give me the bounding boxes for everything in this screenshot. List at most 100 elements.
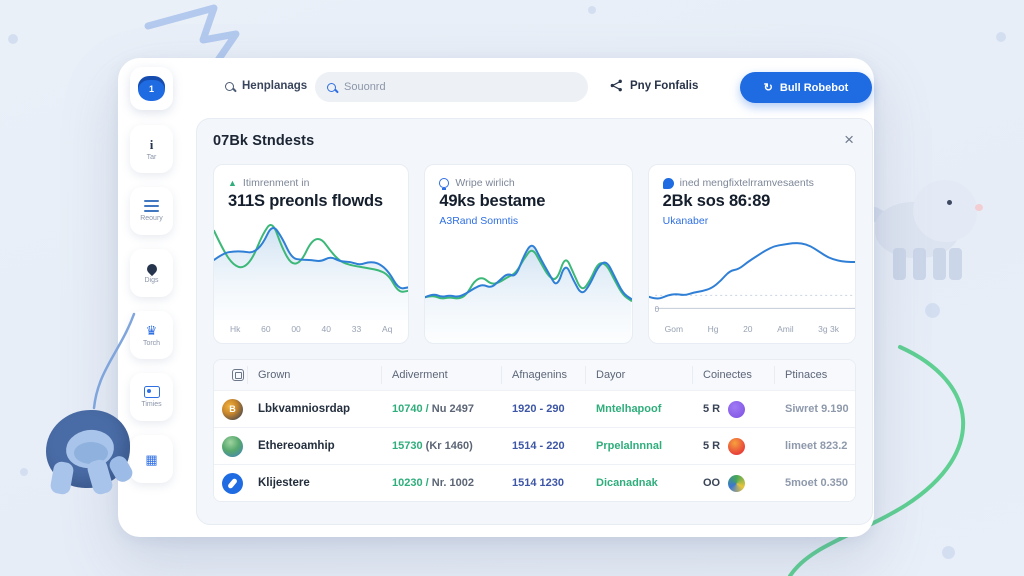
refresh-button[interactable]: ↻ Bull Robebot [740,72,872,103]
asset-name: Klijestere [258,477,310,489]
coin-count: OO [703,477,721,489]
monkey-mascot [44,400,140,502]
card-value: 2Bk sos 86:89 [662,192,771,210]
decor-dot [925,303,940,318]
coin-badge-icon [728,400,746,418]
share-label: Pny Fonfalis [630,79,699,92]
select-all-icon[interactable] [232,369,244,381]
app-logo[interactable]: 1 [130,67,173,110]
decor-dot [942,546,955,559]
eth-coin-icon [222,435,243,457]
table-row[interactable]: Ethereoamhip 15730 (Kr 1460) 1514 - 220 … [214,427,855,464]
stat-card-flows: ▲ Itimrenment in 311S preonls flowds Hk 6… [213,164,410,344]
pie-icon [662,177,674,189]
adv-value: 10230 / [392,477,429,489]
amount-value: 1514 1230 [512,477,564,489]
info-icon: i [149,136,154,152]
sidebar-item-timies[interactable]: Timies [130,373,173,421]
close-icon[interactable]: × [844,130,854,149]
card-link[interactable]: Ukanaber [662,215,709,227]
card-label: Itimrenment in [242,177,310,189]
stats-panel: 07Bk Stndests × ▲ Itimrenment in 311S pr… [196,118,873,525]
amount-value: 1920 - 290 [512,403,565,415]
sidebar-item-label: Tar [146,153,157,161]
card-label: Wripe wirlich [455,177,515,189]
price-value: limeet 823.2 [785,440,848,452]
sparkline-chart [214,217,409,320]
column-header[interactable]: Grown [248,366,382,384]
image-icon [143,386,160,398]
sidebar-item-label: Torch [142,339,161,347]
sidebar-item-label: Timies [141,401,162,408]
refresh-icon: ↻ [763,82,773,94]
dayor-value: Prpelalnnnal [596,440,663,452]
sidebar-item-reoury[interactable]: Reoury [130,187,173,235]
coin-count: 5 R [703,440,721,452]
decor-dot [996,32,1006,42]
sidebar-item-torch[interactable]: ♛ Torch [130,311,173,359]
btc-coin-icon: B [222,398,243,420]
menu-icon [144,199,159,213]
qr-icon: ▦ [145,451,158,467]
stat-cards: ▲ Itimrenment in 311S preonls flowds Hk 6… [213,164,856,344]
adv-value: 10740 / [392,403,429,415]
pin-icon [144,261,159,277]
share-icon [610,79,622,92]
column-header[interactable]: Afnagenins [502,366,586,384]
trend-up-icon: ▲ [228,177,237,188]
x-axis-ticks: Gom Hg 20 Amil 3g 3k [664,324,839,334]
search-input[interactable] [344,81,544,93]
price-value: Siwret 9.190 [785,403,849,415]
table-row[interactable]: Klijestere 10230 / Nr. 1002 1514 1230 Di… [214,464,855,501]
dayor-value: Mntelhapoof [596,403,662,415]
sparkline-chart [425,233,632,343]
x-axis-ticks: Hk 60 00 40 33 Aq [230,324,393,334]
line-chart: 0 [649,233,855,320]
dashboard-window: 1 Henplanags Pny Fonfalis ↻ Bull Robebot… [118,58,874,537]
nav-search-label[interactable]: Henplanags [225,80,307,92]
card-value: 49ks bestame [439,192,546,210]
decor-dot [20,468,28,476]
stat-card-bestame: Wripe wirlich 49ks bestame A3Rand Somnti… [424,164,633,344]
coin-badge-icon [728,474,746,492]
phone-coin-icon [222,472,243,494]
adv-value: 15730 [392,440,423,452]
search-icon [225,81,234,91]
decor-dot [8,34,18,44]
card-label: ined mengfixtelrramvesaents [679,177,814,189]
search-bar[interactable] [315,72,588,102]
panel-title: 07Bk Stndests [213,133,315,149]
decor-dot [588,6,596,14]
column-header[interactable]: Adiverment [382,366,502,384]
y-axis-zero: 0 [654,305,660,314]
column-header[interactable]: Coinectes [693,366,775,384]
sidebar-item-label: Digs [144,277,159,284]
sidebar-item-grid[interactable]: ▦ [130,435,173,483]
balloon-icon [439,178,450,190]
column-header[interactable]: Dayor [586,366,693,384]
sidebar-item-label: Reoury [140,215,163,223]
refresh-button-label: Bull Robebot [779,81,849,94]
amount-value: 1514 - 220 [512,440,565,452]
sidebar-item-tar[interactable]: i Tar [130,125,173,173]
price-value: 5moet 0.350 [785,477,848,489]
column-header[interactable]: Ptinaces [785,369,828,381]
share-menu[interactable]: Pny Fonfalis [610,79,698,92]
card-value: 311S preonls flowds [228,192,383,210]
dino-mascot [865,178,990,286]
asset-name: Ethereoamhip [258,440,335,452]
coin-badge-icon [728,437,746,455]
search-icon [327,82,336,92]
sidebar: i Tar Reoury Digs ♛ Torch Timies ▦ [130,125,173,483]
card-link[interactable]: A3Rand Somntis [439,215,519,227]
assets-table: Grown Adiverment Afnagenins Dayor Coinec… [213,359,856,502]
asset-name: Lbkvamniosrdap [258,403,351,415]
wallet-logo-icon: 1 [138,76,165,101]
coin-count: 5 R [703,403,721,415]
dayor-value: Dicanadnak [596,477,658,489]
stat-card-sos: ined mengfixtelrramvesaents 2Bk sos 86:8… [647,164,856,344]
sidebar-item-digs[interactable]: Digs [130,249,173,297]
crown-icon: ♛ [145,322,158,338]
table-row[interactable]: B Lbkvamniosrdap 10740 / Nu 2497 1920 - … [214,390,855,427]
nav-search-text: Henplanags [242,80,308,92]
